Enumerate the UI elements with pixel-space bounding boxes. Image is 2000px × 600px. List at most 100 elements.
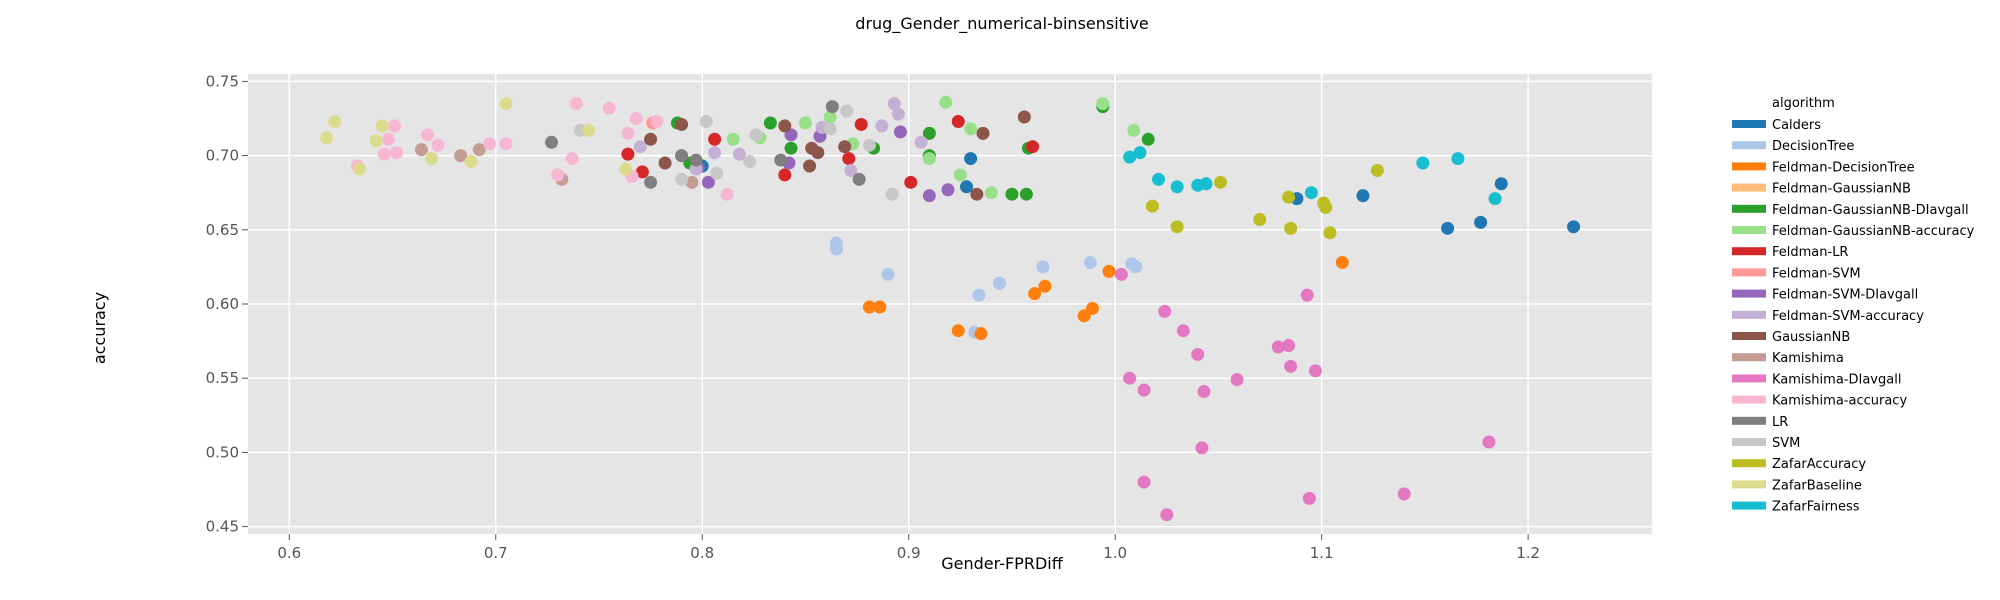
point-feldman-decisiontree	[1038, 279, 1052, 293]
point-lr	[675, 149, 689, 163]
point-feldman-gaussiannb-accuracy	[964, 122, 978, 136]
point-calders	[1441, 221, 1455, 235]
x-tick-label: 0.6	[277, 544, 301, 562]
point-svm	[699, 114, 713, 128]
point-kamishima-accuracy	[629, 112, 643, 126]
legend-label-calders: Calders	[1772, 118, 1821, 133]
point-feldman-svm-accuracy	[914, 135, 928, 149]
legend: algorithm Calders DecisionTree Feldman-Dec…	[1732, 96, 1975, 515]
point-feldman-decisiontree	[1028, 287, 1042, 301]
point-lr	[852, 172, 866, 186]
point-feldman-gaussiannb-accuracy	[798, 116, 812, 130]
point-feldman-svm-accuracy	[844, 163, 858, 177]
y-tick-label: 0.50	[206, 443, 239, 461]
point-zafaraccuracy	[1282, 190, 1296, 204]
point-zafarfairness	[1199, 177, 1213, 191]
point-svm	[840, 104, 854, 118]
point-kamishima-accuracy	[602, 101, 616, 115]
legend-swatch-zafarbaseline	[1732, 480, 1766, 489]
point-feldman-svm-diavgall	[701, 175, 715, 189]
legend-label-feldman-decisiontree: Feldman-DecisionTree	[1772, 160, 1915, 175]
point-svm	[675, 172, 689, 186]
point-zafaraccuracy	[1319, 201, 1333, 215]
point-zafaraccuracy	[1253, 212, 1267, 226]
point-zafarfairness	[1123, 150, 1137, 164]
point-svm	[710, 166, 724, 180]
point-zafaraccuracy	[1370, 163, 1384, 177]
point-gaussiannb	[675, 117, 689, 131]
legend-swatch-feldman-svm-accuracy	[1732, 310, 1766, 319]
point-lr	[689, 153, 703, 167]
legend-swatch-zafaraccuracy	[1732, 459, 1766, 468]
point-feldman-decisiontree	[873, 300, 887, 314]
point-svm	[862, 138, 876, 152]
point-kamishima-diavgall	[1282, 339, 1296, 353]
point-feldman-gaussiannb-accuracy	[823, 110, 837, 124]
point-gaussiannb	[644, 132, 658, 146]
point-gaussiannb	[658, 156, 672, 170]
point-feldman-svm-accuracy	[633, 140, 647, 154]
point-feldman-gaussiannb-accuracy	[1096, 97, 1110, 111]
point-feldman-svm-diavgall	[922, 189, 936, 203]
point-feldman-gaussiannb-accuracy	[726, 132, 740, 146]
x-tick-label: 1.0	[1103, 544, 1127, 562]
point-kamishima-accuracy	[381, 132, 395, 146]
legend-swatch-feldman-gaussiannb-accuracy	[1732, 226, 1766, 234]
point-kamishima-diavgall	[1191, 347, 1205, 361]
point-feldman-gaussiannb-diavgall	[1141, 132, 1155, 146]
point-zafarfairness	[1451, 152, 1465, 166]
point-kamishima-accuracy	[569, 97, 583, 111]
axes: 0.6 0.7 0.8 0.9 1.0 1.1 1.2 0.45 0.50 0.55 0.60 0.6…	[206, 72, 1540, 562]
point-kamishima-diavgall	[1123, 371, 1137, 385]
legend-label-lr: LR	[1772, 415, 1788, 430]
legend-label-kamishima: Kamishima	[1772, 351, 1844, 366]
legend-label-feldman-gaussiannb: Feldman-GaussianNB	[1772, 182, 1911, 197]
point-gaussiannb	[803, 159, 817, 173]
point-kamishima-diavgall	[1308, 364, 1322, 378]
point-kamishima-diavgall	[1230, 373, 1244, 387]
point-feldman-lr	[621, 147, 635, 161]
legend-label-kamishima-accuracy: Kamishima-accuracy	[1772, 394, 1907, 409]
y-axis-label: accuracy	[90, 292, 109, 364]
x-tick-label: 0.8	[690, 544, 714, 562]
point-calders	[1474, 215, 1488, 229]
legend-label-feldman-gaussiannb-accuracy: Feldman-GaussianNB-accuracy	[1772, 224, 1975, 239]
legend-swatch-calders	[1732, 120, 1766, 128]
point-feldman-svm-accuracy	[708, 146, 722, 160]
point-zafarbaseline	[352, 162, 366, 176]
point-kamishima	[454, 149, 468, 163]
point-kamishima-accuracy	[377, 147, 391, 161]
point-calders	[960, 180, 974, 194]
point-decisiontree	[1036, 260, 1050, 274]
point-feldman-gaussiannb-diavgall	[922, 126, 936, 140]
legend-swatch-feldman-gaussiannb-diavgall	[1732, 204, 1766, 213]
point-feldman-svm-accuracy	[891, 107, 905, 121]
point-kamishima-diavgall	[1284, 359, 1298, 373]
point-zafarfairness	[1152, 172, 1166, 186]
point-kamishima-diavgall	[1195, 441, 1209, 455]
point-decisiontree	[1129, 260, 1143, 274]
point-kamishima-diavgall	[1397, 487, 1411, 501]
point-kamishima	[472, 143, 486, 157]
point-feldman-lr	[951, 114, 965, 128]
point-svm	[823, 122, 837, 136]
point-zafarfairness	[1170, 180, 1184, 194]
legend-label-svm: SVM	[1772, 436, 1800, 451]
legend-label-decisiontree: DecisionTree	[1772, 139, 1854, 154]
point-zafarbaseline	[582, 123, 596, 137]
y-tick-label: 0.70	[206, 147, 239, 165]
point-feldman-gaussiannb-diavgall	[1019, 187, 1033, 201]
point-kamishima-diavgall	[1158, 304, 1172, 318]
point-feldman-lr	[1026, 140, 1040, 154]
point-kamishima-accuracy	[421, 128, 435, 142]
point-gaussiannb	[976, 126, 990, 140]
legend-swatch-decisiontree	[1732, 141, 1766, 150]
legend-swatch-lr	[1732, 416, 1766, 425]
point-kamishima-diavgall	[1482, 435, 1496, 449]
y-tick-label: 0.75	[206, 72, 239, 90]
point-gaussiannb	[838, 140, 852, 154]
point-feldman-decisiontree	[1335, 255, 1349, 269]
point-feldman-gaussiannb-accuracy	[984, 186, 998, 200]
legend-label-feldman-svm-accuracy: Feldman-SVM-accuracy	[1772, 309, 1924, 324]
point-zafarfairness	[1488, 192, 1502, 206]
